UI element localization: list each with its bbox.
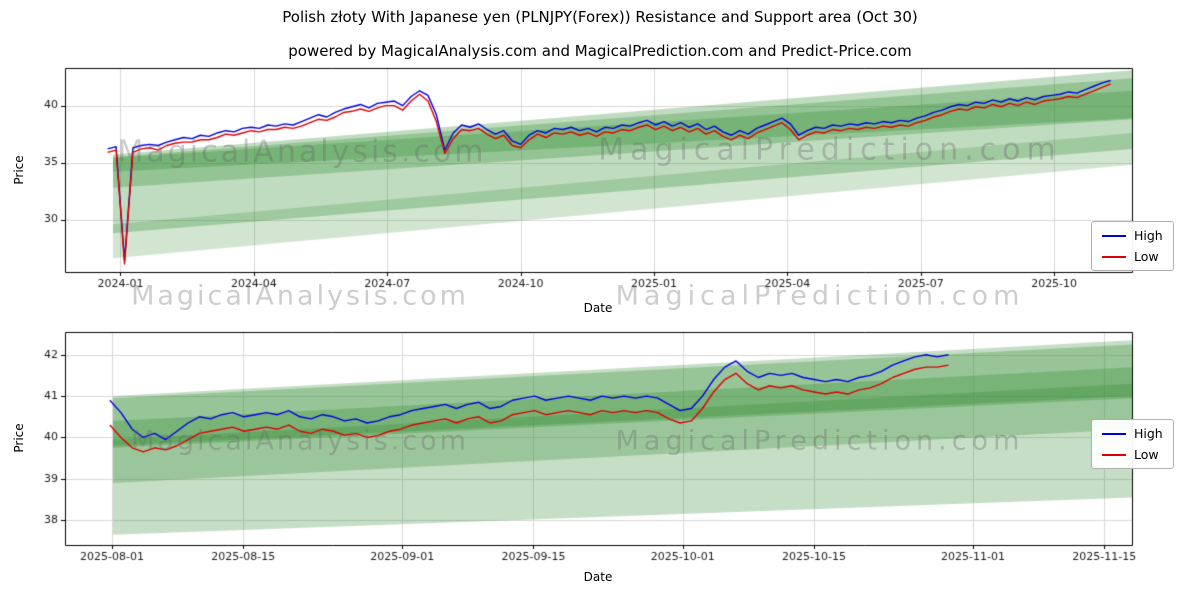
high-line-swatch [1102, 234, 1126, 237]
watermark-analysis-mid: MagicalAnalysis.com [131, 280, 469, 312]
watermark-analysis-top: MagicalAnalysis.com [117, 134, 487, 170]
low-legend-label: Low [1134, 447, 1159, 462]
high-line-swatch [1102, 432, 1126, 435]
date-axis-label-bottom: Date [583, 570, 613, 584]
high-legend-label: High [1134, 228, 1163, 243]
watermark-analysis-bottom: MagicalAnalysis.com [131, 425, 469, 457]
low-line-swatch [1102, 255, 1126, 258]
low-line-swatch [1102, 453, 1126, 456]
legend-high-row: High [1102, 426, 1163, 441]
legend-low-row: Low [1102, 447, 1163, 462]
legend-bottom: High Low [1091, 419, 1174, 469]
legend-low-row: Low [1102, 249, 1163, 264]
watermark-prediction-mid: MagicalPrediction.com [615, 280, 1025, 312]
figure-title: Polish złoty With Japanese yen (PLNJPY(F… [282, 8, 918, 26]
price-axis-label-top: Price [12, 155, 26, 185]
low-legend-label: Low [1134, 249, 1159, 264]
watermark-prediction-bottom: MagicalPrediction.com [615, 425, 1025, 457]
legend-top: High Low [1091, 221, 1174, 271]
price-axis-label-bottom: Price [12, 423, 26, 453]
figure-subtitle: powered by MagicalAnalysis.com and Magic… [288, 42, 912, 60]
high-legend-label: High [1134, 426, 1163, 441]
watermark-prediction-top: MagicalPrediction.com [598, 132, 1062, 168]
legend-high-row: High [1102, 228, 1163, 243]
date-axis-label-top: Date [583, 301, 613, 315]
